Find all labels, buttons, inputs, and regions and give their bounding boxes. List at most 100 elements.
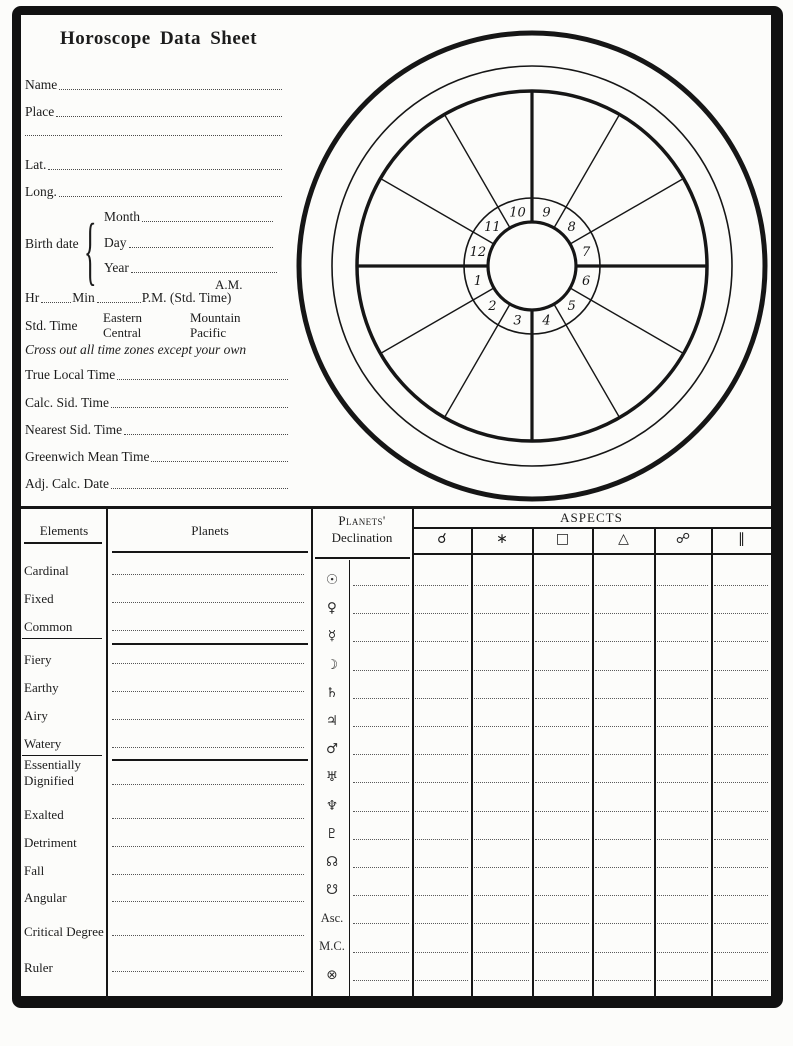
declination-dotted-line [353, 950, 409, 953]
nearest-sid-time-row: Nearest Sid. Time [25, 422, 289, 437]
aspect-dotted-cell [714, 611, 768, 615]
opposition-icon: ☍ [675, 531, 691, 547]
declination-header-line1: Planets' [338, 513, 386, 528]
element-label: Critical Degree [24, 923, 104, 939]
am-label: A.M. [215, 277, 243, 292]
dotted-line [56, 113, 282, 118]
table-top-rule [21, 506, 771, 509]
element-row: Airy [24, 699, 306, 723]
aspect-dotted-cell [535, 809, 589, 812]
house-number-11: 11 [484, 220, 501, 235]
planets-dotted-line [112, 661, 304, 664]
aspect-dotted-cell [415, 978, 468, 981]
conjunction-icon: ☌ [437, 531, 447, 547]
sun-symbol: ☉ [325, 572, 339, 588]
aspect-dotted-cell [714, 583, 768, 586]
planets-dotted-line [112, 782, 304, 785]
aspect-dotted-cell [535, 639, 589, 643]
day-field-row: Day [104, 235, 274, 250]
declination-row: ☋ [314, 877, 771, 903]
planets-dotted-line [112, 600, 304, 603]
watery-group-rule [112, 759, 308, 761]
zone-mountain-label: Mountain [190, 310, 241, 325]
aspect-dotted-cell [474, 837, 529, 840]
aspect-dotted-cell [714, 668, 768, 671]
aspect-dotted-cell [714, 639, 768, 643]
aspect-dotted-cell [657, 865, 708, 868]
aspect-dotted-cell [657, 724, 708, 727]
declination-dotted-line [353, 780, 409, 784]
declination-row: ♇ [314, 821, 771, 847]
element-row: Common [24, 610, 306, 634]
declination-row: ♅ [314, 764, 771, 790]
element-row: Ruler [24, 951, 306, 975]
zone-eastern-label: Eastern [103, 310, 142, 325]
element-label: Detriment [24, 834, 77, 850]
dotted-line [111, 404, 288, 409]
north-node-symbol: ☊ [326, 854, 338, 870]
declination-row: ♀ [314, 595, 771, 621]
dotted-line [48, 166, 282, 171]
planets-header-rule [112, 551, 308, 553]
declination-dotted-line [353, 696, 409, 699]
elements-header-rule [24, 542, 102, 544]
mercury-symbol: ☿ [327, 628, 337, 645]
element-row: Angular [24, 881, 306, 905]
planets-declination-divider [311, 506, 314, 1000]
element-row: Detriment [24, 826, 306, 850]
element-label: Fiery [24, 651, 52, 667]
lat-label: Lat. [25, 157, 47, 172]
venus-symbol: ♀ [327, 600, 337, 617]
declination-dotted-line [353, 752, 409, 756]
year-label: Year [104, 260, 129, 275]
declination-row: M.C. [314, 934, 771, 960]
element-row: Fall [24, 854, 306, 878]
aspect-symbols-rule [412, 553, 771, 555]
declination-dotted-line [353, 893, 409, 897]
dotted-line [59, 86, 282, 91]
aspect-column-divider [711, 527, 713, 1000]
planets-dotted-line [112, 844, 304, 847]
aspect-dotted-cell [714, 950, 768, 953]
ascendant-symbol: Asc. [320, 910, 344, 925]
declination-row: ♂ [314, 736, 771, 762]
lat-field-row: Lat. [25, 157, 283, 172]
sextile-icon: ∗ [496, 531, 508, 547]
aspect-dotted-cell [415, 780, 468, 784]
declination-header-rule [315, 557, 410, 559]
aspect-dotted-cell [415, 696, 468, 699]
element-row: Earthy [24, 671, 306, 695]
declination-dotted-line [353, 921, 409, 925]
mars-symbol: ♂ [325, 741, 339, 758]
declination-inner-divider [349, 560, 351, 1000]
midheaven-symbol: M.C. [319, 939, 345, 954]
aspect-dotted-cell [657, 611, 708, 615]
planets-dotted-line [112, 969, 304, 972]
aspect-column-divider [592, 527, 594, 1000]
place-continuation-row [25, 132, 283, 138]
true-local-time-row: True Local Time [25, 367, 289, 382]
aspects-header-rule [412, 527, 771, 529]
element-label: Fixed [24, 590, 54, 606]
aspect-dotted-cell [474, 809, 529, 812]
zone-central-label: Central [103, 325, 142, 340]
pluto-symbol: ♇ [325, 825, 339, 842]
planets-header: Planets [191, 523, 229, 538]
aspect-dotted-cell [595, 752, 651, 756]
birth-date-label: Birth date [25, 236, 79, 251]
aspect-dotted-cell [595, 611, 651, 615]
planets-dotted-line [112, 745, 304, 748]
aspect-dotted-cell [415, 639, 468, 643]
aspect-dotted-cell [415, 611, 468, 615]
aspect-dotted-cell [474, 639, 529, 643]
house-number-4: 4 [541, 314, 550, 329]
aspect-dotted-cell [474, 950, 529, 953]
south-node-symbol: ☋ [326, 882, 338, 899]
element-label: Watery [24, 735, 62, 751]
dotted-line [41, 299, 72, 304]
dotted-line [128, 244, 273, 249]
aspect-dotted-cell [535, 893, 589, 897]
declination-dotted-line [353, 639, 409, 643]
aspect-dotted-cell [714, 780, 768, 784]
wheel-middle-circle [331, 65, 733, 467]
